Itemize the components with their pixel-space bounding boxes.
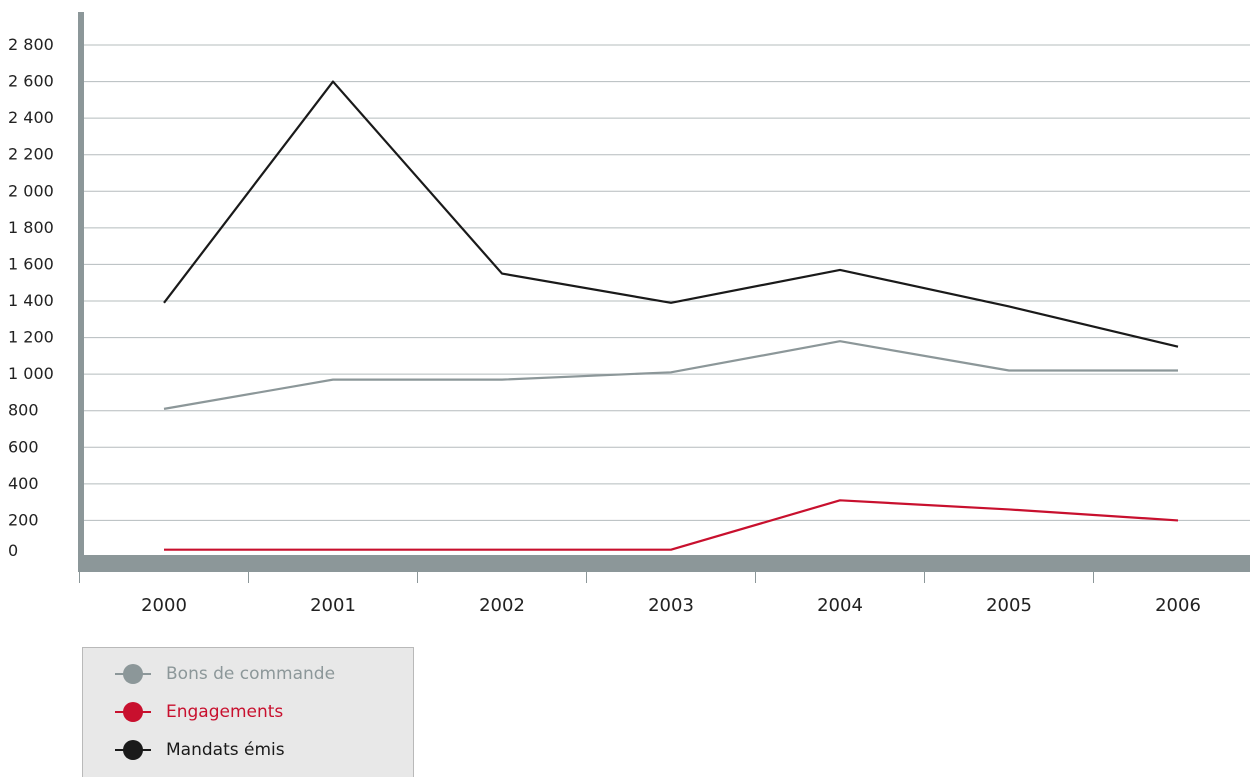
y-tick-label: 800 (8, 401, 39, 420)
legend-dot (123, 740, 143, 760)
y-tick-label: 200 (8, 510, 39, 529)
legend-marker-mandats-emis (115, 740, 151, 760)
x-tick-label: 2004 (817, 595, 863, 616)
x-tick-label: 2005 (986, 595, 1032, 616)
legend-label: Engagements (166, 702, 284, 722)
y-tick-label: 2 600 (8, 72, 54, 91)
y-tick-label: 1 400 (8, 291, 54, 310)
y-tick-label: 2 200 (8, 145, 54, 164)
y-axis-bar (78, 12, 84, 572)
legend-dot (123, 702, 143, 722)
y-tick-label: 0 (8, 541, 18, 560)
y-tick-label: 600 (8, 437, 39, 456)
y-tick-label: 1 000 (8, 364, 54, 383)
y-tick-label: 2 400 (8, 108, 54, 127)
series-line-bons-de-commande (163, 340, 1178, 410)
x-tick-label: 2000 (141, 595, 187, 616)
x-tick-label: 2006 (1155, 595, 1201, 616)
line-chart: 0 200 400 600 800 1 000 1 200 1 400 1 600 1 800 2 … (8, 12, 1250, 616)
y-tick-label: 1 600 (8, 254, 54, 273)
legend-item-engagements: Engagements (83, 693, 413, 731)
x-tick-label: 2001 (310, 595, 356, 616)
y-tick-label: 2 000 (8, 181, 54, 200)
x-tick-label: 2003 (648, 595, 694, 616)
x-axis: 2000 2001 2002 2003 2004 2005 2006 (78, 555, 1250, 616)
legend-marker-bons-de-commande (115, 664, 151, 684)
legend-label: Bons de commande (166, 664, 336, 684)
x-axis-bar (78, 555, 1250, 572)
y-tick-label: 1 800 (8, 218, 54, 237)
series-line-engagements (164, 499, 1179, 551)
y-tick-label: 400 (8, 474, 39, 493)
legend-marker-engagements (115, 702, 151, 722)
y-tick-label: 1 200 (8, 328, 54, 347)
series-lines (163, 80, 1179, 551)
legend-label: Mandats émis (166, 740, 285, 760)
x-tick-label: 2002 (479, 595, 525, 616)
grid-lines (84, 44, 1250, 521)
legend-item-mandats-emis: Mandats émis (83, 731, 413, 769)
y-axis-tick-labels: 0 200 400 600 800 1 000 1 200 1 400 1 600 1 800 2 … (8, 35, 54, 560)
legend: Bons de commande Engagements Mandats émi… (82, 647, 414, 777)
legend-dot (123, 664, 143, 684)
legend-item-bons-de-commande: Bons de commande (83, 655, 413, 693)
y-tick-label: 2 800 (8, 35, 54, 54)
series-line-mandats-emis (163, 80, 1179, 348)
